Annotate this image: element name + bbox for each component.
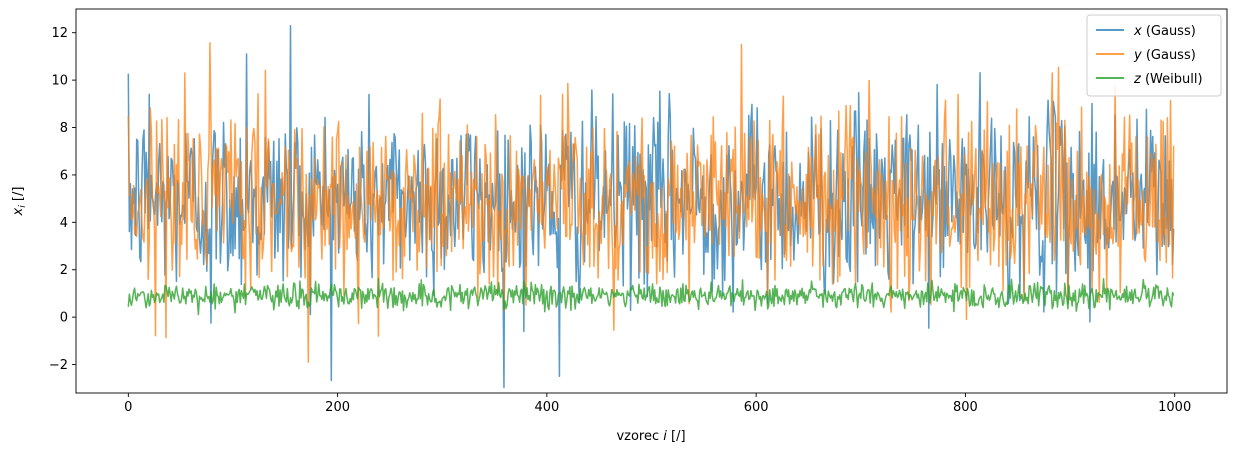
x-tick-label: 1000 [1158,400,1191,415]
x-tick-label: 400 [534,400,559,415]
y-tick-label: 8 [60,121,68,136]
y-tick-label: −2 [49,358,68,373]
y-axis-label: xi [/] [11,187,28,217]
legend-label-y: y (Gauss) [1133,48,1196,63]
series-y-gauss [127,42,1175,363]
legend-label-x: x (Gauss) [1133,24,1196,39]
legend: x (Gauss) y (Gauss) z (Weibull) [1086,14,1222,97]
y-axis-ticks: −2 0 2 4 6 8 10 12 [49,26,76,373]
series-layer [127,24,1175,389]
x-axis-ticks: 0 200 400 600 800 1000 [124,393,1191,415]
series-z-weibull [127,277,1175,316]
x-tick-label: 0 [124,400,132,415]
y-tick-label: 4 [60,216,68,231]
x-tick-label: 600 [744,400,769,415]
legend-box [1086,14,1222,97]
plot-frame [75,8,1228,394]
x-tick-label: 800 [953,400,978,415]
y-tick-label: 6 [60,168,68,183]
legend-label-z: z (Weibull) [1133,72,1203,87]
x-axis-label: vzorec i [/] [616,429,685,444]
x-tick-label: 200 [325,400,350,415]
y-tick-label: 12 [51,26,68,41]
y-tick-label: 2 [60,263,68,278]
y-tick-label: 10 [51,74,68,89]
y-tick-label: 0 [60,311,68,326]
